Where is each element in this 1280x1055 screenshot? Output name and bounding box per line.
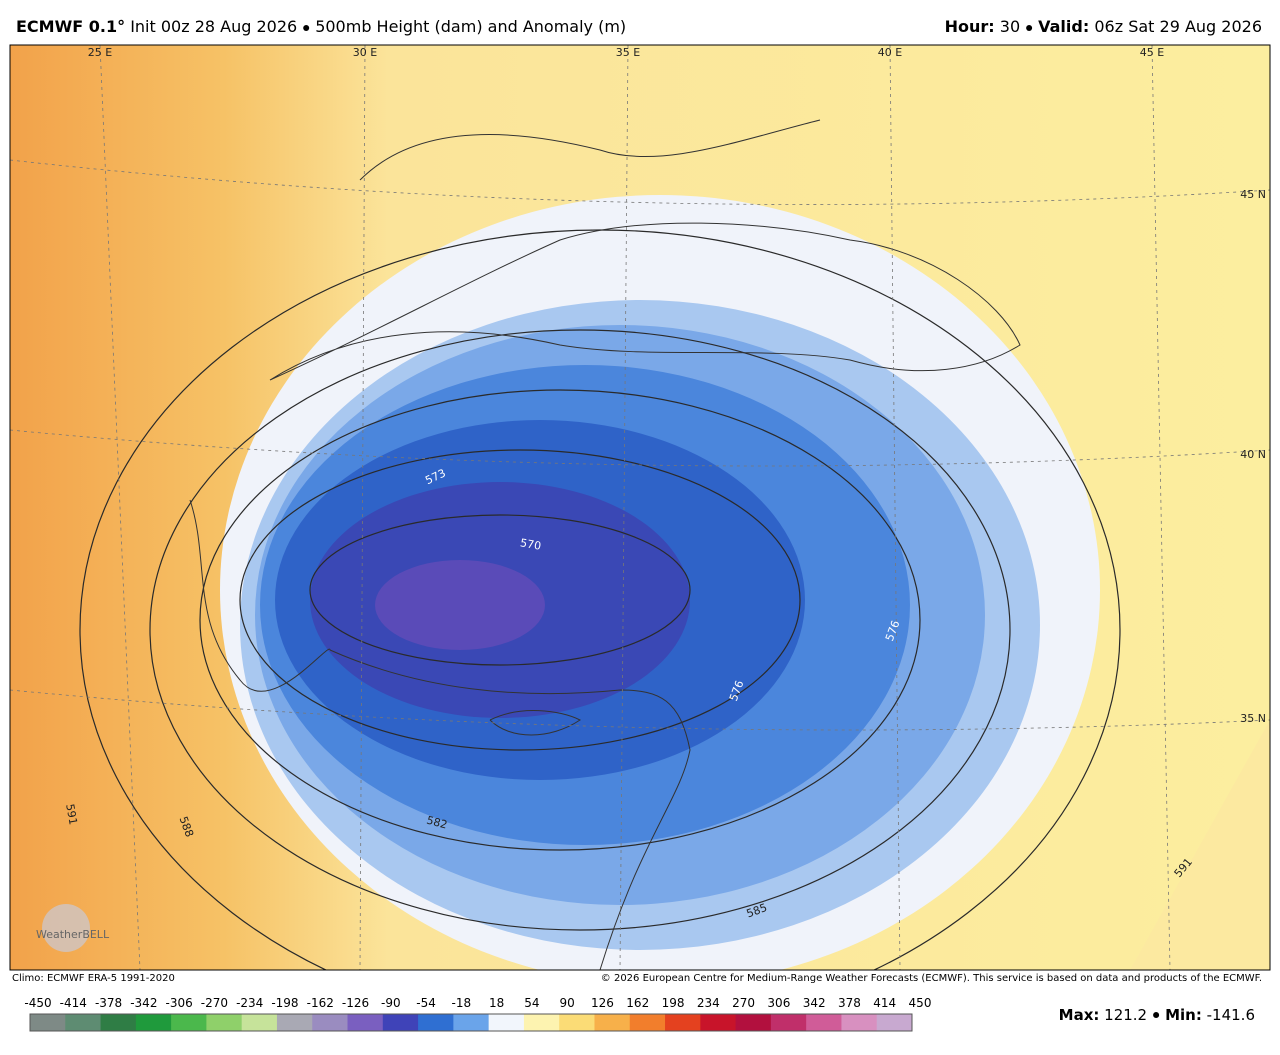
- separator: [303, 25, 310, 31]
- colorbar-label: 126: [591, 996, 614, 1010]
- colorbar-segment: [735, 1014, 772, 1031]
- colorbar-segment: [770, 1014, 807, 1031]
- min: -141.6: [1207, 1006, 1255, 1024]
- valid: 06z Sat 29 Aug 2026: [1094, 17, 1262, 36]
- colorbar-label: -90: [381, 996, 401, 1010]
- colorbar-segment: [206, 1014, 243, 1031]
- init: Init 00z 28 Aug 2026: [130, 17, 297, 36]
- lon-label: 40 E: [878, 46, 902, 59]
- colorbar-label: 90: [560, 996, 575, 1010]
- colorbar-segment: [806, 1014, 842, 1031]
- contour-label: 591: [63, 803, 79, 826]
- colorbar-segment: [876, 1014, 913, 1031]
- model: ECMWF 0.1°: [16, 17, 125, 36]
- separator: [1026, 25, 1033, 31]
- colorbar-segment: [488, 1014, 525, 1031]
- colorbar-label: -270: [201, 996, 228, 1010]
- map-frame: [9, 44, 1271, 971]
- min-label: Min:: [1165, 1006, 1202, 1024]
- lon-label: 35 E: [616, 46, 640, 59]
- separator: [1153, 1012, 1160, 1018]
- colorbar-segment: [700, 1014, 737, 1031]
- colorbar-label: 378: [838, 996, 861, 1010]
- colorbar-label: -378: [95, 996, 122, 1010]
- stats: Max: 121.2 Min: -141.6: [1059, 1006, 1255, 1024]
- colorbar-label: 306: [767, 996, 790, 1010]
- max-label: Max:: [1059, 1006, 1100, 1024]
- colorbar: -450 -414 -378 -342 -306 -270 -234 -198 -162 -126…: [24, 996, 932, 1032]
- colorbar-label: 198: [662, 996, 685, 1010]
- colorbar-label: -450: [24, 996, 51, 1010]
- colorbar-segment: [241, 1014, 278, 1031]
- colorbar-segment: [523, 1014, 560, 1031]
- colorbar-segment: [30, 1014, 66, 1031]
- lat-label: 40 N: [1240, 448, 1266, 461]
- contour-label: 582: [425, 814, 449, 832]
- colorbar-label: -342: [130, 996, 157, 1010]
- colorbar-label: -162: [307, 996, 334, 1010]
- graticule: [10, 45, 1270, 970]
- lon-label: 25 E: [88, 46, 112, 59]
- valid-label: Valid:: [1038, 17, 1089, 36]
- colorbar-segment: [312, 1014, 349, 1031]
- colorbar-segment: [135, 1014, 172, 1031]
- colorbar-segment: [171, 1014, 207, 1031]
- colorbar-segment: [841, 1014, 878, 1031]
- lat-label: 45 N: [1240, 188, 1266, 201]
- colorbar-segment: [382, 1014, 419, 1031]
- logo-mark: [42, 904, 90, 952]
- colorbar-label: -198: [271, 996, 298, 1010]
- coastlines: [189, 119, 1021, 970]
- climo: Climo: ECMWF ERA-5 1991-2020: [12, 973, 175, 984]
- colorbar-segment: [594, 1014, 631, 1031]
- colorbar-segment: [347, 1014, 384, 1031]
- colorbar-segment: [559, 1014, 595, 1031]
- contour-label: 570: [519, 536, 542, 552]
- header-right: Hour: 30 Valid: 06z Sat 29 Aug 2026: [945, 17, 1262, 36]
- lon-label: 45 E: [1140, 46, 1164, 59]
- colorbar-label: -18: [452, 996, 472, 1010]
- colorbar-label: 450: [909, 996, 932, 1010]
- colorbar-segment: [629, 1014, 666, 1031]
- colorbar-label: -54: [416, 996, 436, 1010]
- colorbar-segment: [65, 1014, 102, 1031]
- map: 25 E 30 E 35 E 40 E 45 E45 N40 N35 N57357057…: [10, 45, 1270, 970]
- colorbar-label: 54: [524, 996, 539, 1010]
- colorbar-label: -126: [342, 996, 369, 1010]
- field: 500mb Height (dam) and Anomaly (m): [315, 17, 626, 36]
- hour-label: Hour:: [945, 17, 995, 36]
- colorbar-segment: [276, 1014, 313, 1031]
- lon-label: 30 E: [353, 46, 377, 59]
- colorbar-segment: [418, 1014, 454, 1031]
- lat-label: 35 N: [1240, 712, 1266, 725]
- header-left: ECMWF 0.1° Init 00z 28 Aug 2026 500mb Hei…: [16, 17, 626, 36]
- colorbar-label: 270: [732, 996, 755, 1010]
- colorbar-label: 342: [803, 996, 826, 1010]
- colorbar-segment: [665, 1014, 701, 1031]
- colorbar-label: -414: [60, 996, 87, 1010]
- colorbar-segment: [453, 1014, 490, 1031]
- warm-area: [1130, 720, 1270, 970]
- colorbar-label: 414: [873, 996, 896, 1010]
- colorbar-label: -234: [236, 996, 263, 1010]
- colorbar-label: 18: [489, 996, 504, 1010]
- colorbar-label: 162: [626, 996, 649, 1010]
- colorbar-segment: [100, 1014, 137, 1031]
- max: 121.2: [1104, 1006, 1147, 1024]
- colorbar-label: 234: [697, 996, 720, 1010]
- colorbar-label: -306: [166, 996, 193, 1010]
- hour: 30: [1000, 17, 1020, 36]
- colorbar-frame: [29, 1013, 913, 1032]
- anomaly-zone: [375, 560, 545, 650]
- logo: WeatherBELL: [36, 928, 110, 941]
- copyright: © 2026 European Centre for Medium-Range …: [601, 973, 1262, 984]
